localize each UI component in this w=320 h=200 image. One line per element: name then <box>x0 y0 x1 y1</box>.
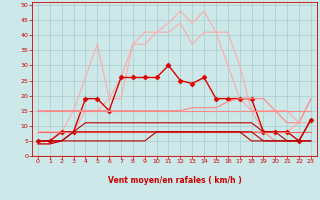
X-axis label: Vent moyen/en rafales ( km/h ): Vent moyen/en rafales ( km/h ) <box>108 176 241 185</box>
